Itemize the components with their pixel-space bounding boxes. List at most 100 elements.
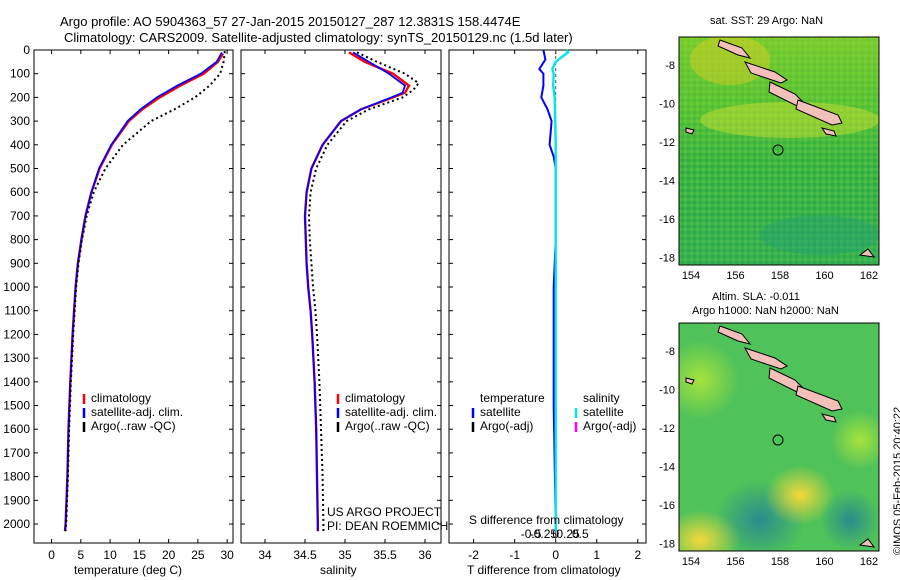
x-tick-label: 34.5 [293, 548, 317, 562]
x-tick-label: 36 [418, 548, 432, 562]
climatology-title: Climatology: CARS2009. Satellite-adjuste… [64, 30, 573, 45]
legend-salinity-heading: salinity [583, 391, 620, 405]
depth-tick-label: 2000 [3, 517, 30, 531]
x-tick-label: -2 [468, 548, 479, 562]
map-lon-label: 156 [726, 270, 744, 282]
s-difference-tick-label: 0.5 [572, 527, 589, 541]
map-lat-label: -10 [659, 385, 675, 397]
map-lat-label: -8 [665, 60, 675, 72]
map-lat-label: -10 [659, 99, 675, 111]
legend-argo: Argo(..raw -QC) [91, 419, 176, 433]
map-lon-label: 158 [771, 270, 789, 282]
x-tick-label: 2 [634, 548, 641, 562]
depth-tick-label: 1900 [3, 493, 30, 507]
map-lat-label: -12 [659, 423, 675, 435]
sla-map [679, 323, 879, 551]
s-difference-axis-label: S difference from climatology [469, 513, 624, 527]
s-difference-tick-label: -0.5 [521, 527, 542, 541]
salinity-panel [240, 49, 442, 544]
profile-title: Argo profile: AO 5904363_57 27-Jan-2015 … [60, 14, 521, 29]
climatology-line [63, 52, 225, 532]
argo-height-title: Argo h1000: NaN h2000: NaN [692, 305, 839, 317]
x-tick-label: 25 [191, 548, 205, 562]
s-difference-tick-label: 0.25 [556, 527, 580, 541]
depth-tick-label: 600 [10, 185, 30, 199]
project-credit: US ARGO PROJECT [327, 505, 442, 519]
map-lat-label: -14 [659, 176, 675, 188]
map-lon-label: 156 [726, 556, 744, 568]
salinity-axis-label: salinity [320, 563, 357, 577]
x-tick-label: 0 [552, 548, 559, 562]
depth-tick-label: 1600 [3, 422, 30, 436]
legend-climatology-2: climatology [345, 391, 406, 405]
legend-salinity-satellite: satellite [583, 405, 624, 419]
x-tick-label: -1 [509, 548, 520, 562]
legend-argo-2: Argo(..raw -QC) [345, 419, 430, 433]
depth-tick-label: 1400 [3, 375, 30, 389]
map-lon-label: 158 [771, 556, 789, 568]
map-lat-label: -8 [665, 346, 675, 358]
map-lat-label: -16 [659, 214, 675, 226]
map-lon-label: 154 [682, 556, 700, 568]
depth-tick-label: 1200 [3, 327, 30, 341]
sst-map-title: sat. SST: 29 Argo: NaN [710, 15, 824, 27]
x-tick-label: 35.5 [373, 548, 397, 562]
legend-salinity-argo: Argo(-adj) [583, 419, 637, 433]
map-lat-label: -18 [659, 539, 675, 551]
temperature-difference-line [538, 49, 557, 532]
legend-temperature-argo: Argo(-adj) [480, 419, 534, 433]
depth-tick-label: 1500 [3, 399, 30, 413]
map-lon-label: 162 [860, 270, 878, 282]
difference-panel [448, 49, 647, 544]
legend-satellite-adj-2: satellite-adj. clim. [345, 405, 438, 419]
legend-temperature-heading: temperature [480, 391, 545, 405]
depth-tick-label: 200 [10, 90, 30, 104]
depth-tick-label: 500 [10, 162, 30, 176]
depth-tick-label: 1000 [3, 280, 30, 294]
x-tick-label: 30 [220, 548, 234, 562]
x-tick-label: 20 [162, 548, 176, 562]
sst-map [679, 37, 879, 265]
argo-line [307, 51, 421, 532]
depth-tick-label: 1100 [4, 304, 30, 318]
depth-tick-label: 900 [10, 256, 30, 270]
satellite-line [64, 51, 223, 532]
s-difference-tick-label: 0 [552, 527, 559, 541]
satellite-line [304, 51, 407, 532]
map-lon-label: 160 [815, 556, 833, 568]
temperature-panel [33, 49, 234, 544]
imos-timestamp: ©IMOS 05-Feb-2015 20:40:22 [892, 406, 900, 555]
depth-tick-label: 400 [10, 138, 30, 152]
x-tick-label: 15 [133, 548, 147, 562]
map-lat-label: -14 [659, 462, 675, 474]
depth-tick-label: 300 [10, 114, 30, 128]
legend-climatology: climatology [91, 391, 152, 405]
x-tick-label: 10 [103, 548, 117, 562]
map-lon-label: 160 [815, 270, 833, 282]
map-lat-label: -12 [659, 137, 675, 149]
legend-satellite-adj: satellite-adj. clim. [91, 405, 184, 419]
t-difference-axis-label: T difference from climatology [467, 563, 621, 577]
salinity-difference-line [551, 49, 570, 532]
x-tick-label: 0 [48, 548, 55, 562]
depth-tick-label: 1700 [3, 446, 30, 460]
depth-tick-label: 700 [10, 209, 30, 223]
sla-map-title: Altim. SLA: -0.011 [712, 291, 800, 303]
map-lat-label: -16 [659, 500, 675, 512]
argo-float-marker-2 [772, 434, 784, 446]
x-tick-label: 5 [77, 548, 84, 562]
s-difference-tick-label: -0.25 [530, 527, 558, 541]
climatology-line [303, 51, 411, 532]
depth-tick-label: 800 [10, 233, 30, 247]
map-lon-label: 154 [682, 270, 700, 282]
x-tick-label: 34 [258, 548, 272, 562]
legend-temperature-satellite: satellite [480, 405, 521, 419]
pi-credit: PI: DEAN ROEMMICH [327, 519, 449, 533]
map-lat-label: -18 [659, 253, 675, 265]
argo-line [64, 51, 226, 532]
argo-float-marker [772, 144, 784, 156]
depth-tick-label: 1800 [3, 470, 30, 484]
x-tick-label: 35 [338, 548, 352, 562]
depth-tick-label: 0 [23, 43, 30, 57]
